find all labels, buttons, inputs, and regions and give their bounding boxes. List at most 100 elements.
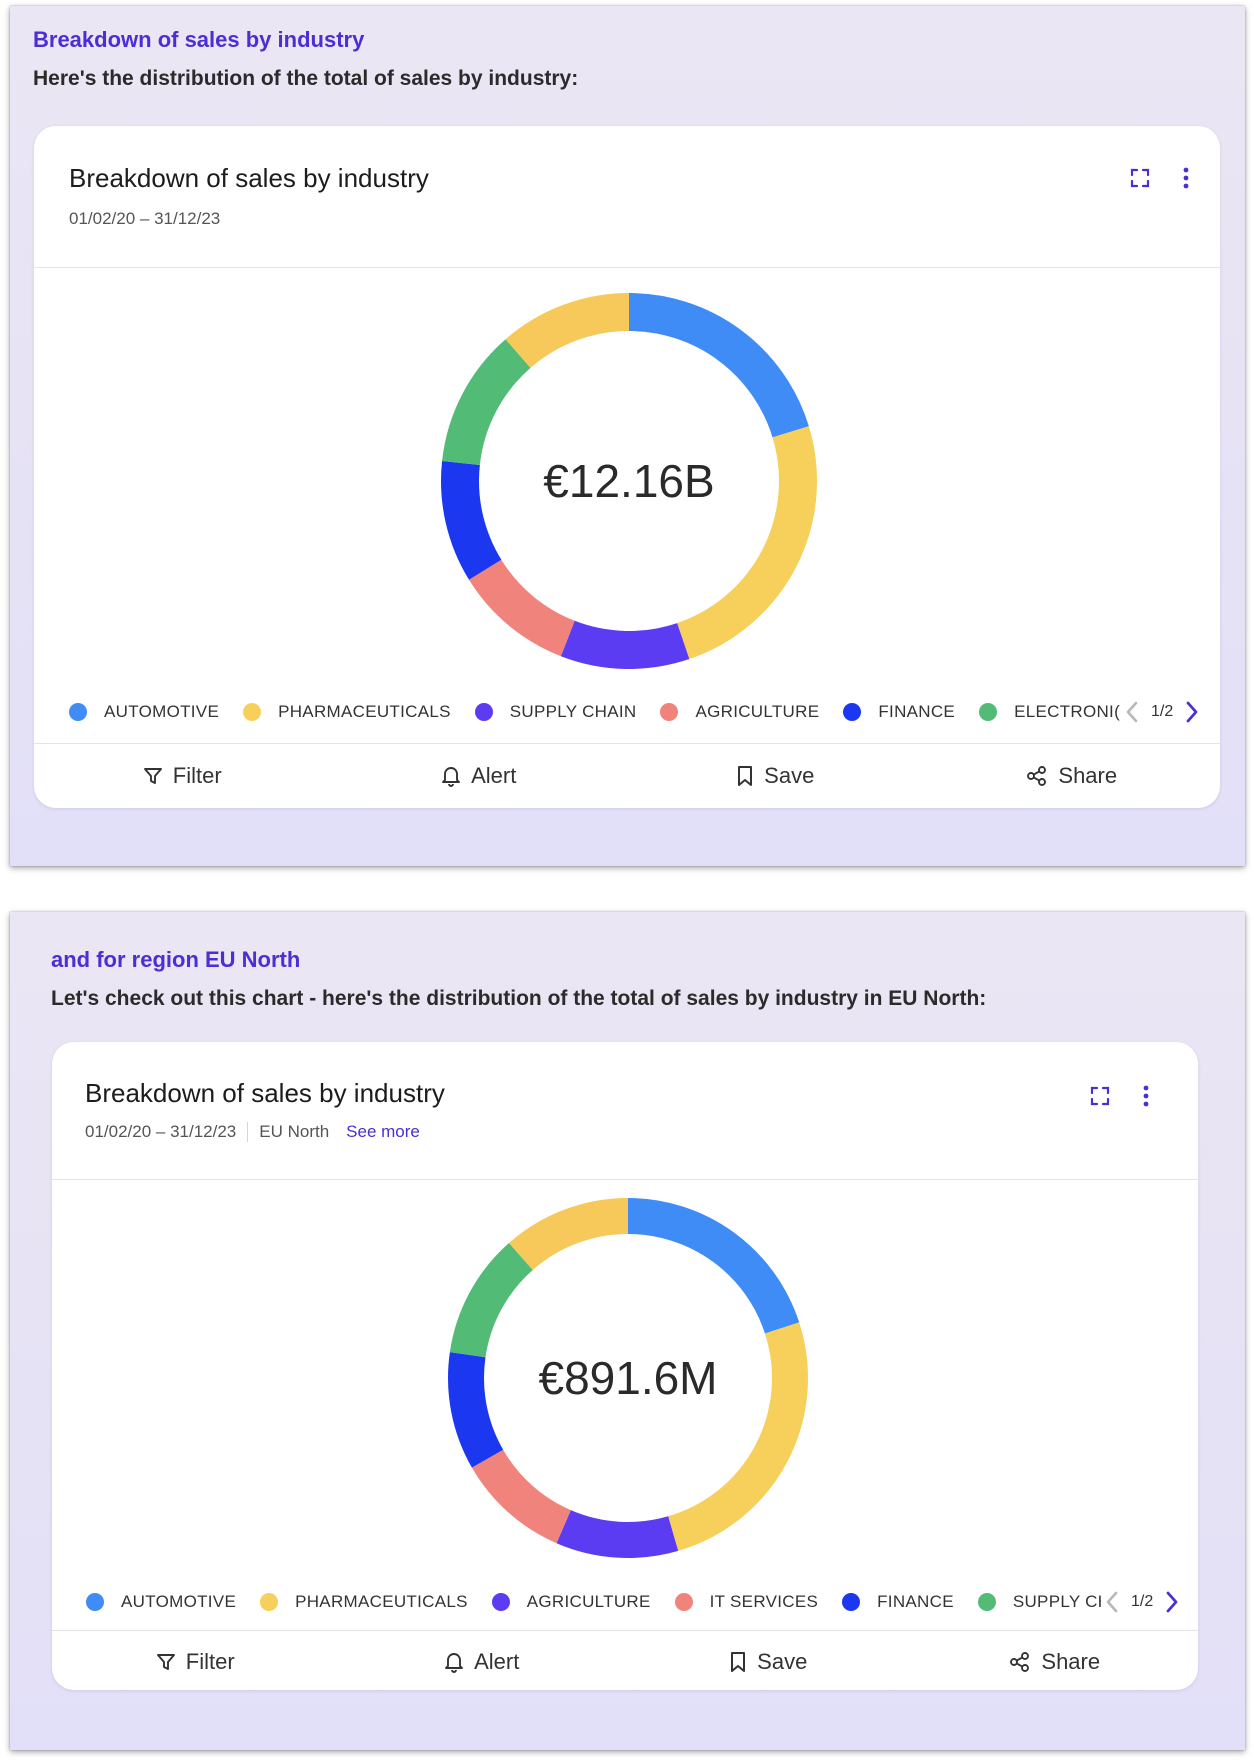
donut-svg bbox=[448, 1198, 808, 1558]
chevron-left-icon[interactable] bbox=[1121, 698, 1143, 726]
expand-icon[interactable] bbox=[1128, 166, 1152, 190]
donut-slice[interactable] bbox=[667, 1322, 808, 1551]
share-button[interactable]: Share bbox=[924, 751, 1221, 801]
expand-icon[interactable] bbox=[1088, 1084, 1112, 1108]
legend-swatch bbox=[977, 1593, 996, 1611]
legend-label: SUPPLY CHAIN bbox=[1012, 1592, 1101, 1611]
card-subtitle: 01/02/20 – 31/12/23 bbox=[69, 209, 220, 229]
legend-label: ELECTRONI( bbox=[1014, 702, 1121, 721]
legend-item[interactable]: ELECTRONI( bbox=[979, 702, 1120, 722]
legend-item[interactable]: PHARMACEUTICALS bbox=[260, 1592, 468, 1612]
card-actions: Filter Alert Save Share bbox=[52, 1637, 1198, 1687]
save-button[interactable]: Save bbox=[625, 1637, 912, 1687]
more-vertical-icon[interactable] bbox=[1174, 166, 1198, 190]
donut-slice[interactable] bbox=[556, 1509, 679, 1558]
legend-swatch bbox=[243, 703, 262, 721]
legend-item[interactable]: AUTOMOTIVE bbox=[86, 1592, 236, 1612]
chart-legend: AUTOMOTIVE PHARMACEUTICALS AGRICULTURE IT S… bbox=[86, 1588, 1196, 1616]
donut-slice[interactable] bbox=[508, 1198, 629, 1271]
donut-slice[interactable] bbox=[442, 339, 531, 466]
filter-label: Filter bbox=[172, 763, 222, 788]
legend-label: IT SERVICES bbox=[709, 1592, 819, 1611]
separator bbox=[247, 1122, 249, 1142]
legend-label: AGRICULTURE bbox=[526, 1592, 651, 1611]
legend-label: FINANCE bbox=[877, 1592, 954, 1611]
legend-swatch bbox=[842, 1593, 861, 1611]
chevron-right-icon[interactable] bbox=[1181, 698, 1203, 726]
legend-swatch bbox=[979, 703, 998, 721]
alert-button[interactable]: Alert bbox=[331, 751, 628, 801]
card-actions: Filter Alert Save Share bbox=[34, 751, 1220, 801]
donut-slice[interactable] bbox=[627, 1198, 800, 1334]
legend-item[interactable]: IT SERVICES bbox=[674, 1592, 819, 1612]
intro-text: Here's the distribution of the total of … bbox=[33, 67, 579, 90]
chevron-right-icon[interactable] bbox=[1161, 1588, 1183, 1616]
divider bbox=[52, 1179, 1198, 1180]
save-button[interactable]: Save bbox=[627, 751, 924, 801]
donut-slice[interactable] bbox=[441, 460, 502, 580]
donut-slice[interactable] bbox=[560, 620, 690, 669]
alert-label: Alert bbox=[471, 763, 517, 788]
card-header-actions bbox=[1128, 166, 1198, 190]
chat-panel-1: Breakdown of sales by industry Here's th… bbox=[10, 6, 1245, 866]
share-label: Share bbox=[1041, 1649, 1101, 1674]
donut-svg bbox=[441, 293, 817, 669]
card-subtitle: 01/02/20 – 31/12/23 EU North See more bbox=[85, 1122, 420, 1142]
filter-button[interactable]: Filter bbox=[52, 1637, 339, 1687]
legend-label: FINANCE bbox=[878, 702, 956, 721]
donut-slice[interactable] bbox=[676, 426, 817, 660]
filter-button[interactable]: Filter bbox=[34, 751, 331, 801]
chart-card: Breakdown of sales by industry 01/02/20 … bbox=[52, 1042, 1198, 1690]
donut-slice[interactable] bbox=[469, 559, 576, 657]
donut-slice[interactable] bbox=[448, 1352, 504, 1468]
filter-icon bbox=[156, 1654, 175, 1670]
legend-item[interactable]: PHARMACEUTICALS bbox=[243, 702, 451, 722]
legend-item[interactable]: SUPPLY CHAIN bbox=[977, 1592, 1101, 1612]
share-label: Share bbox=[1058, 763, 1118, 788]
donut-slice[interactable] bbox=[471, 1449, 572, 1544]
filter-icon bbox=[143, 768, 162, 784]
save-label: Save bbox=[757, 1649, 808, 1674]
intro-title: Breakdown of sales by industry bbox=[33, 27, 365, 52]
legend-label: AUTOMOTIVE bbox=[104, 702, 220, 721]
legend-item[interactable]: AGRICULTURE bbox=[660, 702, 819, 722]
alert-button[interactable]: Alert bbox=[339, 1637, 626, 1687]
legend-item[interactable]: AGRICULTURE bbox=[491, 1592, 651, 1612]
bookmark-icon bbox=[738, 766, 753, 786]
legend-swatch bbox=[260, 1593, 279, 1611]
legend-label: PHARMACEUTICALS bbox=[295, 1592, 468, 1611]
share-icon bbox=[1010, 1652, 1030, 1672]
legend-label: SUPPLY CHAIN bbox=[509, 702, 637, 721]
legend-pager: 1/2 bbox=[1121, 698, 1203, 726]
legend-items: AUTOMOTIVE PHARMACEUTICALS AGRICULTURE IT S… bbox=[86, 1592, 1101, 1612]
chat-panel-2: and for region EU North Let's check out … bbox=[10, 912, 1245, 1750]
donut-chart: €891.6M bbox=[446, 1196, 810, 1560]
see-more-link[interactable]: See more bbox=[346, 1122, 420, 1141]
legend-swatch bbox=[660, 703, 679, 721]
legend-label: PHARMACEUTICALS bbox=[278, 702, 451, 721]
date-range: 01/02/20 – 31/12/23 bbox=[85, 1122, 237, 1141]
share-button[interactable]: Share bbox=[912, 1637, 1199, 1687]
legend-swatch bbox=[491, 1593, 510, 1611]
donut-slice[interactable] bbox=[505, 293, 630, 369]
legend-item[interactable]: FINANCE bbox=[843, 702, 955, 722]
legend-item[interactable]: FINANCE bbox=[842, 1592, 954, 1612]
donut-slice[interactable] bbox=[628, 293, 809, 438]
card-title: Breakdown of sales by industry bbox=[69, 163, 429, 193]
more-vertical-icon[interactable] bbox=[1134, 1084, 1158, 1108]
chevron-left-icon[interactable] bbox=[1101, 1588, 1123, 1616]
card-header-actions bbox=[1088, 1084, 1158, 1108]
legend-item[interactable]: SUPPLY CHAIN bbox=[474, 702, 637, 722]
divider bbox=[34, 267, 1220, 268]
bell-icon bbox=[442, 767, 461, 787]
chart-legend: AUTOMOTIVE PHARMACEUTICALS SUPPLY CHAIN AGR… bbox=[69, 698, 1219, 726]
legend-swatch bbox=[69, 703, 87, 721]
bookmark-icon bbox=[731, 1652, 746, 1672]
alert-label: Alert bbox=[474, 1649, 520, 1674]
donut-slice[interactable] bbox=[449, 1242, 534, 1358]
chart-card: Breakdown of sales by industry 01/02/20 … bbox=[34, 126, 1220, 808]
legend-page-indicator: 1/2 bbox=[1131, 1593, 1154, 1610]
legend-swatch bbox=[86, 1593, 104, 1611]
legend-item[interactable]: AUTOMOTIVE bbox=[69, 702, 219, 722]
divider bbox=[52, 1630, 1198, 1631]
